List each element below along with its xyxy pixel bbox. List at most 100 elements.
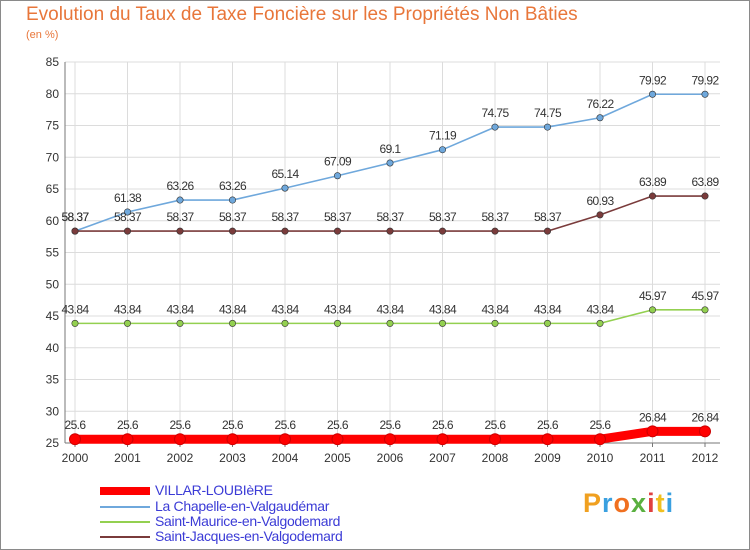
y-tick-label: 60 (46, 214, 60, 228)
x-tick-label: 2002 (167, 451, 194, 465)
data-label: 25.6 (537, 418, 559, 432)
series-point (69, 433, 81, 446)
x-tick-label: 2004 (272, 451, 299, 465)
series-point (124, 227, 132, 235)
series-point (71, 227, 79, 235)
x-tick-label: 2008 (482, 451, 509, 465)
series-point (71, 319, 79, 327)
data-label: 25.6 (590, 418, 612, 432)
data-label: 60.93 (586, 194, 614, 208)
data-label: 74.75 (534, 106, 562, 120)
series-point (596, 319, 604, 327)
logo-letter: o (613, 488, 632, 518)
logo-letter: i (647, 488, 656, 518)
legend-label: La Chapelle-en-Valgaudémar (155, 498, 330, 514)
y-tick-label: 30 (46, 404, 60, 418)
series-point (491, 319, 499, 327)
data-label: 69.1 (380, 142, 402, 156)
data-label: 58.37 (481, 210, 509, 224)
x-tick-label: 2010 (587, 451, 614, 465)
unit-label: (en %) (26, 29, 59, 41)
legend-label: VILLAR-LOUBIèRE (155, 482, 273, 498)
proxiti-logo: Proxiti (583, 488, 674, 519)
y-tick-label: 35 (46, 373, 60, 387)
data-label: 43.84 (481, 302, 509, 316)
series-point (701, 306, 709, 314)
series-point (333, 227, 341, 235)
data-label: 65.14 (271, 167, 299, 181)
data-label: 25.6 (65, 418, 87, 432)
logo-letter: t (655, 488, 666, 518)
data-label: 43.84 (429, 302, 457, 316)
data-label: 26.84 (639, 410, 667, 424)
data-label: 71.19 (429, 129, 457, 143)
data-label: 58.37 (429, 210, 457, 224)
x-tick-label: 2003 (219, 451, 246, 465)
series-point (594, 433, 606, 446)
series-point (176, 319, 184, 327)
data-label: 25.6 (170, 418, 192, 432)
series-point (226, 433, 239, 446)
x-tick-label: 2012 (692, 451, 719, 465)
x-tick-label: 2001 (114, 451, 141, 465)
data-label: 45.97 (691, 289, 719, 303)
data-label: 63.26 (166, 179, 194, 193)
x-tick-label: 2007 (429, 451, 456, 465)
series-point (489, 433, 501, 446)
series-point (229, 227, 237, 235)
data-label: 25.6 (275, 418, 297, 432)
series-point (384, 433, 396, 446)
series-point (648, 192, 656, 200)
series-point (333, 172, 341, 180)
series-point (701, 90, 709, 98)
series-point (596, 114, 604, 122)
series-point (124, 208, 132, 216)
series-point (438, 319, 446, 327)
data-label: 58.37 (114, 210, 142, 224)
series-point (229, 319, 237, 327)
legend-swatch (100, 506, 150, 508)
y-tick-label: 80 (46, 87, 60, 101)
series-point (333, 319, 341, 327)
data-label: 25.6 (327, 418, 349, 432)
series-point (124, 319, 132, 327)
series-point (331, 433, 344, 446)
data-label: 25.6 (380, 418, 402, 432)
series-point (436, 433, 449, 446)
y-tick-label: 25 (46, 436, 60, 450)
data-label: 58.37 (534, 210, 562, 224)
logo-letter: x (631, 488, 648, 518)
series-point (281, 184, 289, 192)
logo-letter: i (665, 488, 675, 518)
data-label: 43.84 (61, 302, 89, 316)
series-point (648, 306, 656, 314)
series-point (701, 192, 709, 200)
x-tick-label: 2009 (534, 451, 561, 465)
data-label: 43.84 (166, 302, 194, 316)
series-point (699, 425, 711, 438)
data-label: 45.97 (639, 289, 667, 303)
data-label: 25.6 (117, 418, 139, 432)
x-tick-label: 2005 (324, 451, 351, 465)
series-point (174, 433, 186, 446)
series-point (386, 159, 394, 167)
series-point (543, 123, 551, 131)
logo-letter: P (583, 488, 603, 518)
data-label: 58.37 (271, 210, 299, 224)
data-label: 63.89 (691, 175, 719, 189)
data-label: 58.37 (166, 210, 194, 224)
data-label: 43.84 (324, 302, 352, 316)
y-tick-label: 40 (46, 341, 60, 355)
y-tick-label: 75 (46, 119, 60, 133)
y-tick-label: 45 (46, 309, 60, 323)
series-point (543, 319, 551, 327)
series-point (543, 227, 551, 235)
data-label: 67.09 (324, 155, 352, 169)
data-label: 43.84 (219, 302, 247, 316)
data-label: 58.37 (61, 210, 89, 224)
data-label: 25.6 (432, 418, 454, 432)
data-label: 43.84 (534, 302, 562, 316)
series-point (646, 425, 659, 438)
data-label: 61.38 (114, 191, 142, 205)
legend-label: Saint-Jacques-en-Valgodemard (155, 528, 343, 544)
